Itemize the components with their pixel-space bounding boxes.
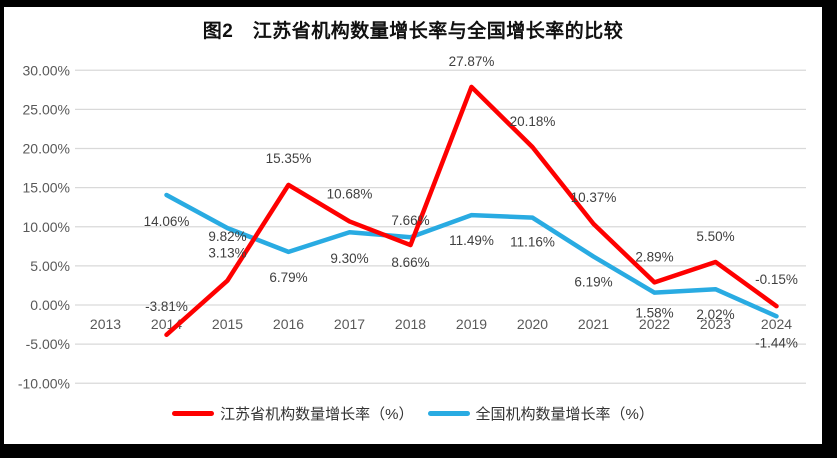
data-label: 9.82% (208, 229, 246, 244)
data-label: -0.15% (755, 272, 798, 287)
x-category-label: 2017 (334, 316, 365, 332)
y-tick-label: 0.00% (30, 297, 70, 313)
x-category-label: 2013 (90, 316, 121, 332)
legend-line-swatch-icon (172, 411, 215, 416)
data-label: 11.49% (449, 233, 494, 248)
data-label: 20.18% (510, 114, 556, 129)
chart-canvas: 30.00% 25.00% 20.00% 15.00% 10.00% 5.00% 0.00%… (4, 7, 822, 444)
data-label: 14.06% (144, 214, 190, 229)
data-label: -3.81% (145, 299, 188, 314)
data-label: 27.87% (449, 54, 495, 69)
chart-title: 图2 江苏省机构数量增长率与全国增长率的比较 (202, 21, 624, 42)
x-category-label: 2023 (700, 316, 731, 332)
series-line (164, 84, 779, 338)
data-label: 6.79% (269, 270, 307, 285)
data-label: 5.50% (696, 229, 734, 244)
chart-plot-area: 30.00% 25.00% 20.00% 15.00% 10.00% 5.00% 0.00%… (18, 54, 806, 391)
legend-line-swatch-icon (427, 411, 470, 416)
data-label: 10.37% (571, 190, 617, 205)
data-label: 1.58% (635, 306, 673, 321)
data-label: 10.68% (327, 186, 373, 201)
data-label: 6.19% (574, 275, 612, 290)
legend-label: 全国机构数量增长率（%） (475, 406, 654, 423)
series-line (164, 192, 779, 319)
x-category-label: 2021 (578, 316, 609, 332)
legend-item: 全国机构数量增长率（%） (427, 403, 654, 424)
data-label: 2.02% (696, 307, 734, 322)
x-category-label: 2020 (517, 316, 548, 332)
x-category-label: 2022 (639, 316, 670, 332)
y-tick-label: 30.00% (23, 62, 70, 78)
data-label: 15.35% (266, 151, 312, 166)
legend: 江苏省机构数量增长率（%） 全国机构数量增长率（%） (4, 403, 822, 424)
y-tick-label: 25.00% (23, 101, 70, 117)
x-category-label: 2016 (273, 316, 304, 332)
x-category-label: 2015 (212, 316, 243, 332)
x-category-label: 2019 (456, 316, 487, 332)
data-label: 7.66% (391, 213, 429, 228)
y-tick-label: -10.00% (18, 375, 70, 391)
legend-item: 江苏省机构数量增长率（%） (172, 403, 414, 424)
data-label: 9.30% (330, 251, 368, 266)
y-tick-label: 5.00% (30, 258, 70, 274)
data-label: 3.13% (208, 246, 246, 261)
data-label: -1.44% (755, 335, 798, 350)
legend-label: 江苏省机构数量增长率（%） (220, 406, 414, 423)
data-label: 2.89% (635, 249, 673, 264)
y-tick-label: 20.00% (23, 141, 70, 157)
y-tick-label: 15.00% (23, 180, 70, 196)
data-label: 8.66% (391, 255, 429, 270)
data-label: 11.16% (510, 235, 555, 250)
y-tick-label: 10.00% (23, 219, 70, 235)
y-tick-label: -5.00% (26, 336, 70, 352)
x-category-label: 2024 (761, 316, 792, 332)
x-category-label: 2018 (395, 316, 426, 332)
